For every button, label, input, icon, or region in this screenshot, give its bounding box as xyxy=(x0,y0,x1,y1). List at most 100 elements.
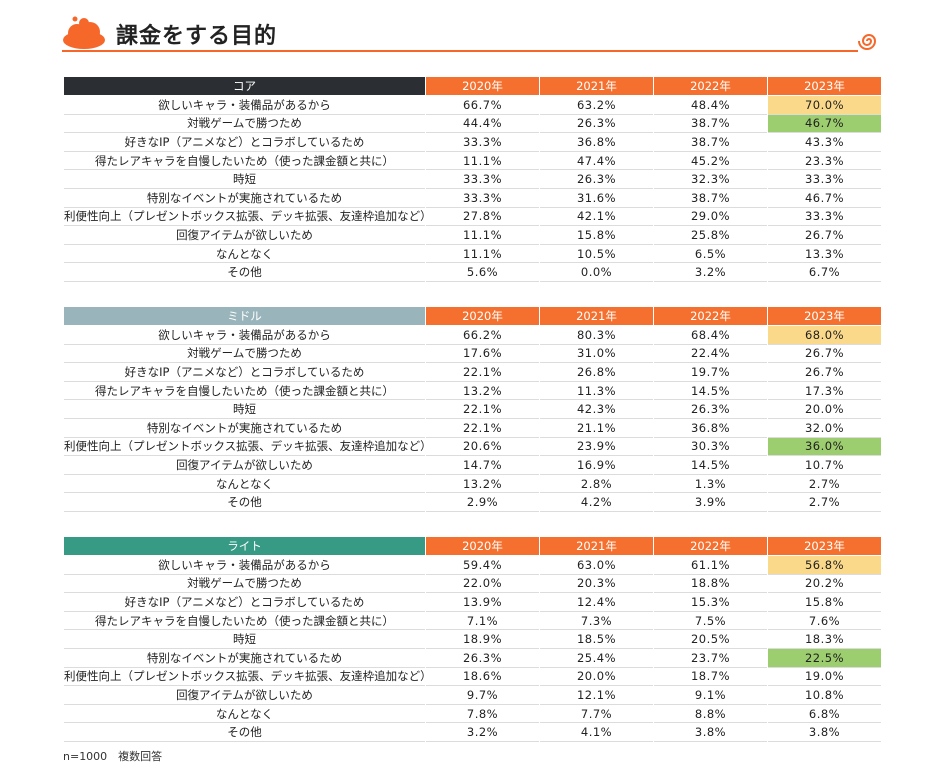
year-header: 2023年 xyxy=(768,307,881,326)
value-cell: 47.4% xyxy=(540,152,653,171)
reason-label: 得たレアキャラを自慢したいため（使った課金額と共に） xyxy=(64,382,425,401)
value-cell: 18.6% xyxy=(426,668,539,687)
value-cell: 46.7% xyxy=(768,189,881,208)
value-cell: 8.8% xyxy=(654,705,767,724)
reason-label: 時短 xyxy=(64,630,425,649)
value-cell: 31.0% xyxy=(540,345,653,364)
value-cell: 3.2% xyxy=(654,263,767,282)
light-table: ライト 2020年 2021年 2022年 2023年 欲しいキャラ・装備品があ… xyxy=(63,537,882,742)
year-header: 2020年 xyxy=(426,77,539,96)
value-cell: 20.0% xyxy=(768,400,881,419)
reason-label: 対戦ゲームで勝つため xyxy=(64,115,425,134)
reason-label: なんとなく xyxy=(64,475,425,494)
table-row: 時短 18.9% 18.5% 20.5% 18.3% xyxy=(64,630,881,649)
value-cell: 26.7% xyxy=(768,345,881,364)
value-cell: 33.3% xyxy=(768,208,881,227)
reason-label: 利便性向上（プレゼントボックス拡張、デッキ拡張、友達枠追加など） xyxy=(64,208,432,227)
value-cell: 15.8% xyxy=(768,593,881,612)
middle-table: ミドル 2020年 2021年 2022年 2023年 欲しいキャラ・装備品があ… xyxy=(63,307,882,512)
segment-header-light: ライト xyxy=(64,537,425,556)
value-cell: 80.3% xyxy=(540,326,653,345)
value-cell: 59.4% xyxy=(426,556,539,575)
value-cell: 19.7% xyxy=(654,363,767,382)
value-cell: 3.2% xyxy=(426,723,539,742)
value-cell: 29.0% xyxy=(654,208,767,227)
table-row: その他 2.9% 4.2% 3.9% 2.7% xyxy=(64,493,881,512)
table-row: 好きなIP（アニメなど）とコラボしているため 33.3% 36.8% 38.7% 43.… xyxy=(64,133,881,152)
table-row: その他 3.2% 4.1% 3.8% 3.8% xyxy=(64,723,881,742)
value-cell: 2.7% xyxy=(768,475,881,494)
table-row: 時短 33.3% 26.3% 32.3% 33.3% xyxy=(64,170,881,189)
value-cell: 23.9% xyxy=(540,438,653,457)
table-row: なんとなく 7.8% 7.7% 8.8% 6.8% xyxy=(64,705,881,724)
value-cell: 46.7% xyxy=(768,114,881,134)
reason-label: 時短 xyxy=(64,170,425,189)
value-cell: 14.5% xyxy=(654,382,767,401)
value-cell: 36.8% xyxy=(654,419,767,438)
value-cell: 16.9% xyxy=(540,456,653,475)
value-cell: 20.2% xyxy=(768,575,881,594)
value-cell: 22.4% xyxy=(654,345,767,364)
value-cell: 33.3% xyxy=(426,170,539,189)
value-cell: 13.3% xyxy=(768,245,881,264)
value-cell: 2.9% xyxy=(426,493,539,512)
value-cell: 27.8% xyxy=(426,208,539,227)
value-cell: 10.5% xyxy=(540,245,653,264)
value-cell: 42.1% xyxy=(540,208,653,227)
value-cell: 18.3% xyxy=(768,630,881,649)
value-cell: 20.6% xyxy=(426,438,539,457)
page-title: 課金をする目的 xyxy=(116,24,278,49)
table-row: 利便性向上（プレゼントボックス拡張、デッキ拡張、友達枠追加など） 20.6% 23.… xyxy=(64,437,881,457)
value-cell: 25.8% xyxy=(654,226,767,245)
value-cell: 11.1% xyxy=(426,226,539,245)
value-cell: 18.7% xyxy=(654,668,767,687)
value-cell: 20.0% xyxy=(540,668,653,687)
value-cell: 26.3% xyxy=(540,115,653,134)
value-cell: 23.7% xyxy=(654,649,767,668)
table-row: 欲しいキャラ・装備品があるから 59.4% 63.0% 61.1% 56.8% xyxy=(64,556,881,575)
value-cell: 20.3% xyxy=(540,575,653,594)
value-cell: 22.1% xyxy=(426,419,539,438)
value-cell: 66.7% xyxy=(426,96,539,115)
value-cell: 26.3% xyxy=(540,170,653,189)
value-cell: 26.7% xyxy=(768,226,881,245)
value-cell: 36.0% xyxy=(768,437,881,457)
value-cell: 32.3% xyxy=(654,170,767,189)
table-row: 好きなIP（アニメなど）とコラボしているため 13.9% 12.4% 15.3% 15.… xyxy=(64,593,881,612)
value-cell: 7.1% xyxy=(426,612,539,631)
value-cell: 4.1% xyxy=(540,723,653,742)
reason-label: 特別なイベントが実施されているため xyxy=(64,649,425,668)
reason-label: 得たレアキャラを自慢したいため（使った課金額と共に） xyxy=(64,152,425,171)
value-cell: 22.0% xyxy=(426,575,539,594)
year-header: 2022年 xyxy=(654,537,767,556)
value-cell: 7.7% xyxy=(540,705,653,724)
value-cell: 63.0% xyxy=(540,556,653,575)
table-row: 特別なイベントが実施されているため 33.3% 31.6% 38.7% 46.7% xyxy=(64,189,881,208)
reason-label: 好きなIP（アニメなど）とコラボしているため xyxy=(64,593,425,612)
table-row: その他 5.6% 0.0% 3.2% 6.7% xyxy=(64,263,881,282)
value-cell: 45.2% xyxy=(654,152,767,171)
value-cell: 68.0% xyxy=(768,326,881,345)
reason-label: 特別なイベントが実施されているため xyxy=(64,189,425,208)
value-cell: 48.4% xyxy=(654,96,767,115)
value-cell: 33.3% xyxy=(768,170,881,189)
year-header: 2020年 xyxy=(426,537,539,556)
page-header: 課金をする目的 xyxy=(62,12,880,52)
value-cell: 56.8% xyxy=(768,556,881,575)
year-header: 2022年 xyxy=(654,307,767,326)
year-header: 2020年 xyxy=(426,307,539,326)
value-cell: 26.3% xyxy=(654,400,767,419)
value-cell: 21.1% xyxy=(540,419,653,438)
table-row: 得たレアキャラを自慢したいため（使った課金額と共に） 7.1% 7.3% 7.5% 7.… xyxy=(64,612,881,631)
value-cell: 33.3% xyxy=(426,133,539,152)
value-cell: 3.8% xyxy=(768,723,881,742)
table-row: 対戦ゲームで勝つため 22.0% 20.3% 18.8% 20.2% xyxy=(64,575,881,594)
value-cell: 18.5% xyxy=(540,630,653,649)
value-cell: 26.7% xyxy=(768,363,881,382)
value-cell: 18.8% xyxy=(654,575,767,594)
table-row: 得たレアキャラを自慢したいため（使った課金額と共に） 13.2% 11.3% 14.5… xyxy=(64,382,881,401)
reason-label: なんとなく xyxy=(64,705,425,724)
value-cell: 7.3% xyxy=(540,612,653,631)
value-cell: 31.6% xyxy=(540,189,653,208)
value-cell: 26.8% xyxy=(540,363,653,382)
